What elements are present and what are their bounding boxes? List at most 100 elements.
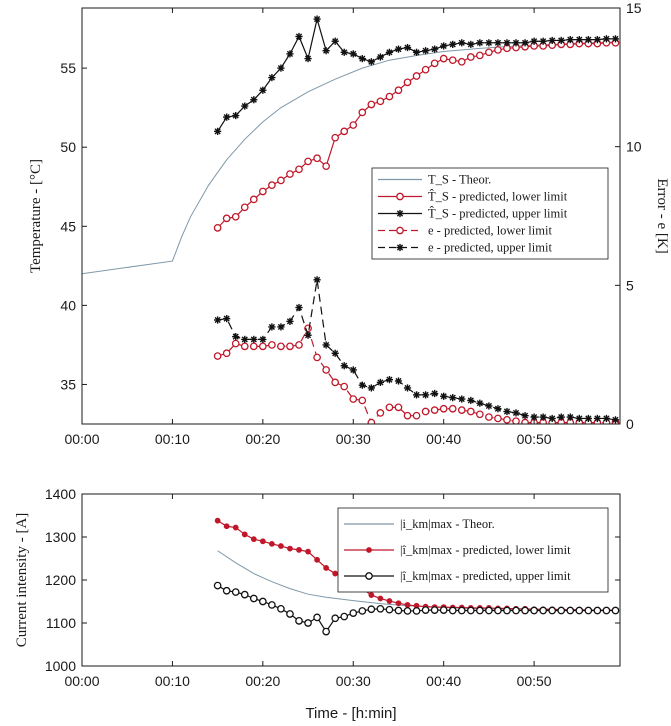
- x-tick-label: 00:40: [426, 431, 461, 447]
- series-2-point: [340, 127, 349, 136]
- x-tick-label: 00:00: [64, 431, 99, 447]
- series-3-point: [222, 586, 231, 595]
- series-3-point: [611, 606, 620, 615]
- series-4-point: [475, 410, 484, 419]
- series-3-point: [277, 64, 285, 72]
- x-tick-label: 00:30: [336, 431, 371, 447]
- series-4-point: [457, 406, 466, 414]
- series-2-point: [368, 592, 375, 598]
- series-3-point: [358, 607, 367, 615]
- series-4-point: [249, 342, 258, 351]
- series-4-point: [277, 342, 285, 351]
- series-3-point: [376, 53, 384, 61]
- series-2-point: [259, 538, 266, 545]
- y-right-tick-label: 0: [626, 416, 634, 432]
- series-2-point: [376, 97, 385, 106]
- series-3-point: [521, 39, 529, 47]
- series-4-point: [349, 395, 358, 403]
- series-5-point: [367, 384, 375, 392]
- series-4-point: [340, 382, 349, 391]
- series-2-point: [404, 602, 411, 608]
- series-2-point: [331, 133, 340, 142]
- series-3-point: [304, 619, 312, 627]
- series-3-point: [548, 606, 557, 615]
- series-3-point: [367, 58, 375, 66]
- series-3-point: [458, 39, 466, 47]
- series-2-point: [430, 59, 439, 68]
- series-5-point: [313, 276, 321, 284]
- series-2-point: [403, 78, 412, 87]
- plot-frame: [81, 7, 621, 425]
- legend-swatch-marker: [396, 243, 404, 252]
- series-4-point: [521, 418, 529, 424]
- series-3-point: [313, 15, 321, 23]
- series-5-point: [349, 366, 357, 374]
- series-4-point: [403, 411, 412, 420]
- x-tick-label: 00:10: [155, 673, 190, 689]
- series-group: [213, 517, 620, 636]
- x-tick-label: 00:20: [245, 673, 280, 689]
- series-3-point: [258, 597, 267, 606]
- series-3-point: [385, 48, 394, 56]
- series-5-point: [286, 317, 294, 325]
- y-tick-label: 40: [60, 297, 76, 313]
- series-5-point: [214, 316, 222, 324]
- y-right-tick-label: 10: [626, 139, 642, 155]
- series-4-point: [430, 406, 439, 414]
- y-tick-label: 50: [60, 139, 76, 155]
- series-5-point: [458, 395, 466, 403]
- series-3-point: [431, 45, 439, 53]
- series-4-point: [503, 415, 511, 424]
- series-2-point: [278, 543, 284, 549]
- series-3-point: [584, 606, 593, 615]
- series-3-point: [530, 37, 538, 45]
- series-2-point: [231, 212, 240, 221]
- series-3-point: [494, 39, 502, 47]
- legend-entry: e - predicted, lower limit: [428, 224, 552, 238]
- series-5-point: [412, 391, 421, 399]
- series-3-point: [331, 614, 340, 623]
- series-5-point: [431, 389, 439, 398]
- series-5-point: [277, 323, 285, 331]
- series-3-point: [259, 86, 267, 94]
- series-5-point: [494, 405, 502, 413]
- series-3-point: [521, 606, 529, 615]
- series-5-point: [521, 412, 529, 420]
- series-4-point: [385, 403, 394, 412]
- series-5-point: [593, 414, 601, 423]
- series-3-point: [376, 604, 385, 613]
- series-3-point: [584, 36, 592, 44]
- series-3-point: [223, 113, 231, 121]
- series-3-point: [232, 111, 240, 120]
- series-2-point: [232, 524, 239, 531]
- series-2-point: [268, 540, 275, 547]
- series-2-point: [222, 214, 231, 223]
- legend-swatch-marker: [396, 209, 404, 218]
- series-2-point: [314, 556, 320, 563]
- series-3-point: [358, 55, 366, 63]
- series-5-point: [358, 381, 366, 389]
- series-5-point: [322, 341, 330, 349]
- series-2-point: [349, 121, 358, 129]
- series-2-point: [268, 181, 276, 190]
- series-4-point: [394, 403, 403, 412]
- series-2-point: [448, 56, 457, 65]
- y-tick-label: 1400: [45, 486, 76, 502]
- series-3-point: [250, 96, 258, 104]
- series-2-point: [332, 570, 339, 577]
- series-3-point: [439, 606, 448, 614]
- series-3-point: [241, 102, 249, 110]
- series-5-point: [268, 323, 276, 331]
- series-2-point: [296, 547, 302, 553]
- series-3-point: [512, 39, 520, 47]
- series-3-point: [313, 613, 321, 622]
- series-3-point: [593, 606, 602, 615]
- series-2-point: [240, 203, 249, 212]
- x-tick-label: 00:30: [336, 673, 371, 689]
- series-3-point: [249, 594, 258, 603]
- series-2-point: [395, 600, 402, 607]
- series-3-point: [494, 606, 502, 615]
- series-2-point: [385, 92, 394, 101]
- series-2-point: [313, 154, 321, 163]
- temperature-error-chart: 00:00 00:10 00:20 00:30 00:40 00:503540455055…: [28, 0, 670, 447]
